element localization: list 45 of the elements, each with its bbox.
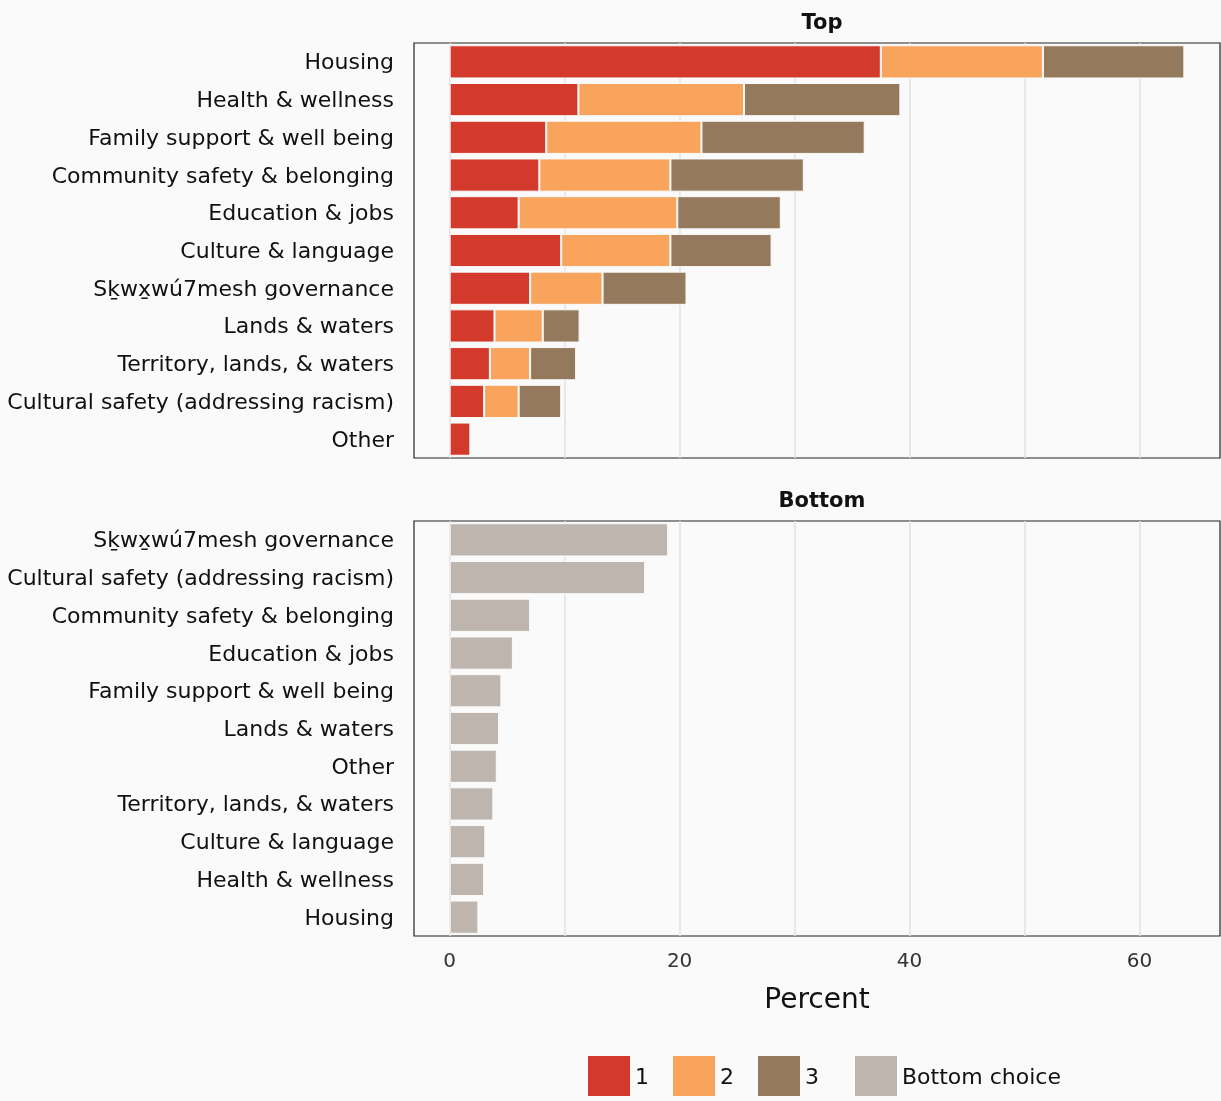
y-tick-label: Territory, lands, & waters (116, 351, 394, 377)
chart-title: Top (801, 9, 843, 34)
bar (449, 711, 500, 746)
y-tick-label: Education & jobs (208, 200, 394, 226)
x-tick-label: 0 (443, 948, 457, 972)
y-tick-label: Lands & waters (223, 716, 394, 741)
x-axis-title: Percent (764, 981, 870, 1015)
bar (449, 787, 494, 821)
y-tick-label: Community safety & belonging (51, 602, 394, 628)
bar (449, 598, 531, 632)
bar (449, 523, 669, 557)
y-tick-label: Culture & language (180, 238, 394, 263)
x-tick-label: 20 (666, 948, 693, 972)
bar (449, 674, 502, 708)
legend-label: Bottom choice (902, 1063, 1061, 1089)
y-tick-label: Health & wellness (196, 87, 394, 113)
bar (449, 749, 497, 783)
chart-title: Bottom (778, 487, 866, 512)
y-tick-label: Lands & waters (223, 313, 394, 339)
y-tick-label: Family support & well being (88, 124, 394, 150)
bar (449, 862, 485, 897)
y-tick-label: Other (331, 753, 395, 779)
bar (449, 636, 513, 670)
x-tick-label: 40 (896, 948, 923, 972)
y-tick-label: Housing (304, 904, 394, 930)
legend-label: 1 (635, 1063, 649, 1089)
y-tick-label: Other (331, 426, 395, 452)
y-tick-label: Cultural safety (addressing racism) (7, 388, 394, 414)
y-tick-label: Sḵwx̱wú7mesh governance (93, 275, 394, 301)
bar (449, 825, 486, 859)
y-tick-label: Family support & well being (88, 678, 394, 704)
legend-label: 2 (720, 1063, 734, 1089)
bar (449, 422, 471, 456)
y-tick-label: Territory, lands, & waters (116, 791, 394, 817)
y-tick-label: Health & wellness (196, 866, 394, 892)
y-tick-label: Housing (304, 49, 394, 75)
legend-label: 3 (804, 1063, 819, 1089)
y-tick-label: Sḵwx̱wú7mesh governance (93, 527, 394, 553)
x-tick-label: 60 (1126, 948, 1153, 972)
y-tick-label: Cultural safety (addressing racism) (7, 565, 394, 591)
y-tick-label: Culture & language (180, 829, 394, 855)
bar (449, 560, 646, 595)
bar (449, 900, 479, 934)
y-tick-label: Community safety & belonging (51, 162, 394, 188)
y-tick-label: Education & jobs (208, 640, 394, 666)
